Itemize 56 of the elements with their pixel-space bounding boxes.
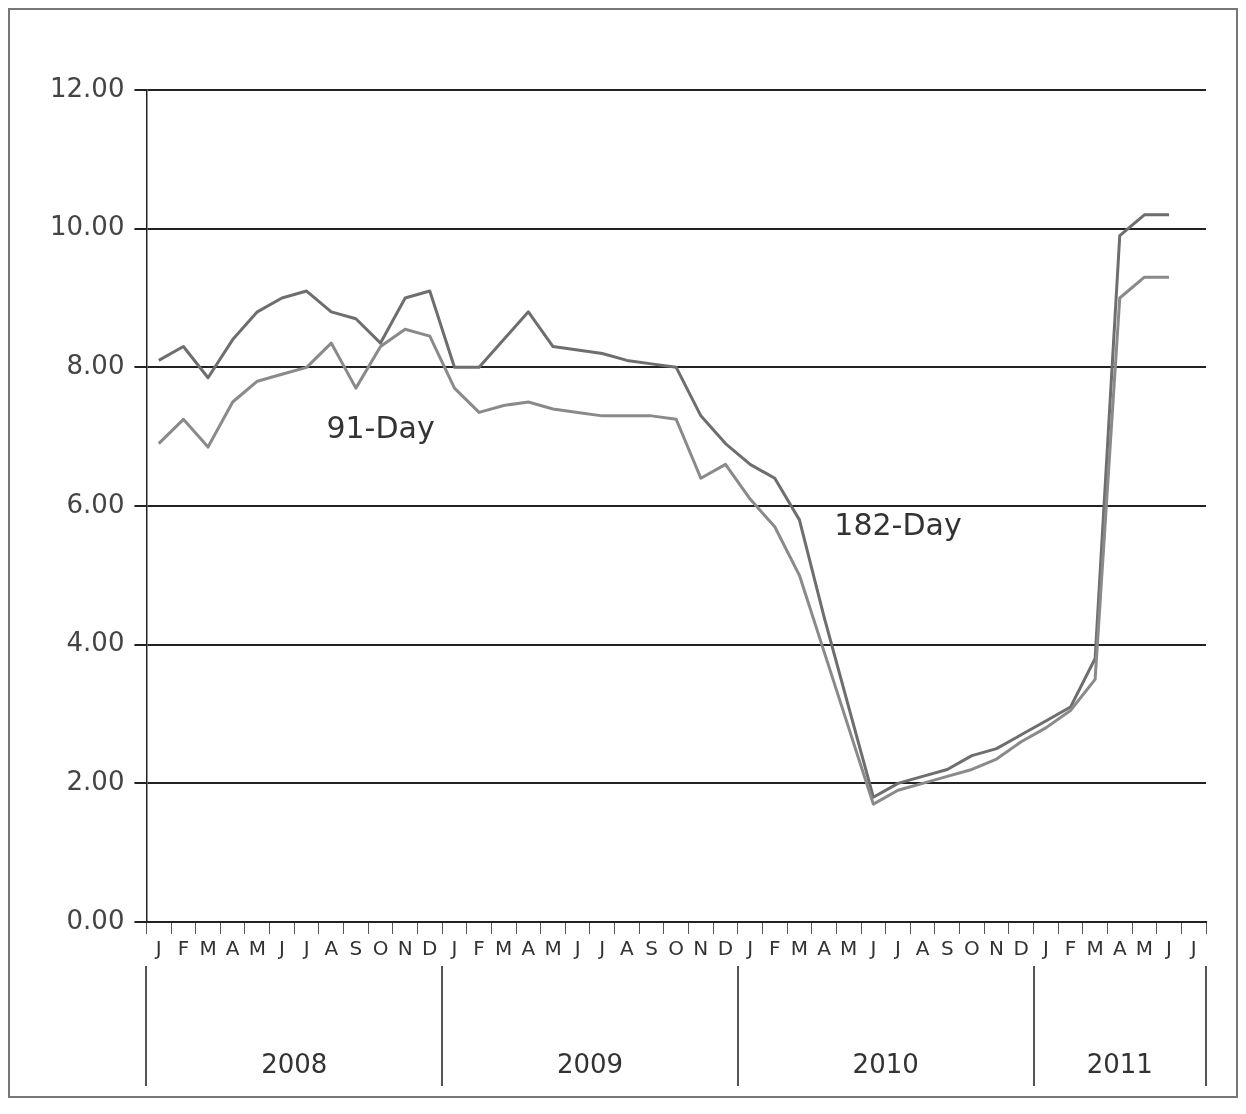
x-tick-label: J [153, 936, 162, 961]
x-tick-label: J [1040, 936, 1049, 961]
x-tick-label: A [817, 936, 832, 961]
x-tick-label: M [1086, 936, 1104, 961]
x-tick-label: N [397, 936, 413, 961]
x-tick-label: J [572, 936, 581, 961]
x-tick-label: O [964, 936, 980, 961]
x-tick-label: D [422, 936, 438, 961]
x-tick-label: M [1135, 936, 1154, 961]
x-tick-label: A [521, 936, 536, 961]
x-tick-label: J [449, 936, 458, 961]
x-tick-label: M [544, 936, 562, 961]
y-tick-label: 6.00 [66, 488, 125, 519]
x-tick-label: D [1013, 936, 1029, 961]
x-tick-label: J [597, 936, 606, 961]
x-tick-label: A [324, 936, 339, 961]
y-tick-label: 8.00 [66, 350, 125, 381]
x-tick-label: O [372, 936, 389, 961]
text: 2010 [852, 1048, 919, 1079]
x-tick-label: S [645, 936, 658, 961]
x-tick-label: S [940, 936, 954, 961]
text: 2008 [261, 1048, 328, 1079]
x-tick-label: M [840, 936, 858, 961]
x-tick-label: F [769, 936, 781, 961]
x-tick-label: A [620, 936, 635, 961]
y-tick-label: 2.00 [66, 766, 125, 797]
x-tick-label: M [495, 936, 513, 961]
x-tick-label: J [277, 936, 285, 961]
x-tick-label: J [893, 936, 901, 961]
y-tick-label: 0.00 [66, 904, 125, 935]
x-tick-label: J [1188, 936, 1197, 961]
x-tick-label: N [989, 936, 1005, 961]
text: 2011 [1086, 1048, 1153, 1079]
y-tick-label: 10.00 [50, 211, 125, 242]
x-tick-label: J [868, 936, 877, 961]
x-tick-label: F [1064, 936, 1077, 961]
x-tick-label: A [1112, 936, 1127, 961]
x-tick-label: F [177, 936, 190, 961]
x-tick-label: J [301, 936, 310, 961]
x-tick-label: J [1164, 936, 1172, 961]
x-tick-label: D [717, 936, 734, 961]
x-tick-label: M [199, 936, 217, 961]
x-tick-label: F [473, 936, 485, 961]
series-label: 182-Day [834, 506, 962, 542]
x-tick-label: A [225, 936, 240, 961]
text: 2009 [556, 1048, 624, 1079]
x-tick-label: J [745, 936, 754, 961]
x-tick-label: M [248, 936, 266, 961]
x-tick-label: M [790, 936, 809, 961]
series-label: 91-Day [326, 409, 435, 445]
y-tick-label: 4.00 [66, 627, 125, 658]
x-tick-label: N [693, 936, 709, 961]
y-tick-label: 12.00 [50, 72, 125, 103]
x-tick-label: A [915, 936, 930, 961]
x-tick-label: S [349, 936, 363, 961]
x-tick-label: O [668, 936, 685, 961]
